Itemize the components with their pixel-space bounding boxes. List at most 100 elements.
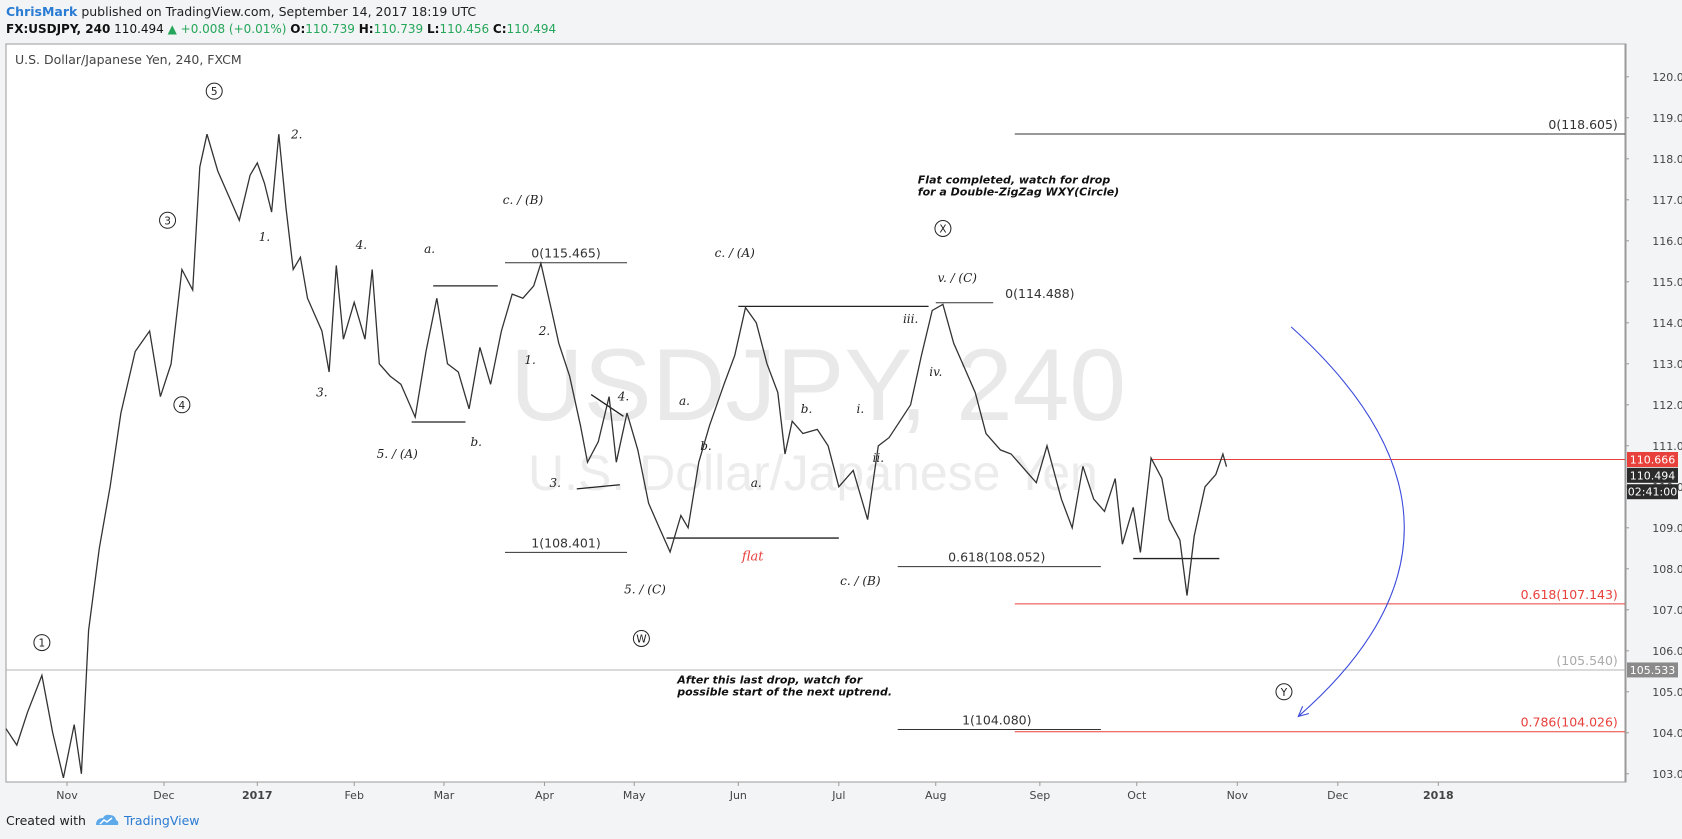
- quote-line: FX:USDJPY, 240 110.494 ▲ +0.008 (+0.01%)…: [6, 22, 556, 36]
- x-tick-label: 2018: [1423, 789, 1454, 802]
- tradingview-link[interactable]: TradingView: [123, 812, 200, 828]
- x-tick-label: Sep: [1029, 789, 1050, 802]
- wave-label: a.: [424, 242, 435, 256]
- wave-circle-label: 3: [164, 215, 171, 227]
- x-tick-label: Apr: [535, 789, 555, 802]
- y-tick-label: 106.000: [1652, 645, 1682, 658]
- price-badge-text: 105.533: [1630, 664, 1676, 677]
- close-label: C:: [492, 22, 507, 36]
- tradingview-logo-icon[interactable]: [94, 812, 120, 828]
- wave-label: c. / (B): [840, 574, 881, 588]
- y-tick-label: 116.000: [1652, 235, 1682, 248]
- wave-label: v. / (C): [938, 271, 978, 285]
- wave-circle-marker: [632, 630, 650, 647]
- wave-3-line: [576, 484, 620, 490]
- x-tick-label: Feb: [344, 789, 363, 802]
- wave-label: 4.: [355, 238, 367, 252]
- wave-label: b.: [700, 439, 712, 453]
- author-link[interactable]: ChrisMark: [6, 4, 78, 19]
- note-text: Flat completed, watch for drop: [918, 173, 1111, 186]
- y-tick-label: 120.000: [1652, 71, 1682, 84]
- symbol-label[interactable]: FX:USDJPY, 240: [6, 22, 111, 36]
- chart-title: U.S. Dollar/Japanese Yen, 240, FXCM: [15, 52, 242, 67]
- y-tick-label: 109.000: [1652, 522, 1682, 535]
- wave-label: a.: [751, 476, 762, 490]
- wave-label: 1.: [524, 353, 535, 367]
- x-tick-label: Mar: [434, 789, 455, 802]
- x-tick-label: Dec: [153, 789, 174, 802]
- annotation-layer: 2. 1. 4. 3. a. b. 5. / (A) c. / (B) 2. 1. 4. 3. 5. /…: [33, 82, 1293, 701]
- low-label: L:: [427, 22, 440, 36]
- wave-circle-label: 4: [179, 400, 186, 412]
- wave-circle-marker: [1275, 683, 1293, 701]
- wave-label: 1.: [259, 230, 270, 244]
- horizontal-lines-layer: 0(118.605) 0.618(107.143) 0.786(104.026) (1…: [6, 117, 1625, 733]
- y-tick-label: 107.000: [1652, 604, 1682, 617]
- y-tick-label: 119.000: [1652, 112, 1682, 125]
- wave-label: 5. / (C): [624, 582, 666, 596]
- wave-label: c. / (B): [503, 193, 544, 207]
- price-series-line: [5, 134, 1228, 779]
- watermark-symbol: USDJPY, 240: [510, 328, 1126, 442]
- x-tick-label: Jun: [729, 789, 747, 802]
- fib-1-104080-line-label: 1(104.080): [962, 713, 1031, 728]
- wave-label: 5. / (A): [377, 447, 418, 461]
- publish-date: published on TradingView.com, September …: [81, 4, 477, 19]
- footer: Created with TradingView: [6, 812, 200, 828]
- fib-0786-104026-line-label: 0.786(104.026): [1521, 715, 1618, 730]
- wave-label: 2.: [290, 127, 302, 141]
- wave-circle-label: X: [939, 224, 946, 236]
- open-label: O:: [290, 22, 306, 36]
- wave-circle-label: W: [636, 634, 647, 646]
- price-axis[interactable]: 103.000 104.000 105.000 106.000 107.000 108.0…: [1625, 71, 1682, 781]
- price-badge: [1627, 451, 1678, 467]
- x-tick-label: May: [623, 789, 646, 802]
- wave-label: 2.: [538, 324, 550, 338]
- note-text: After this last drop, watch for: [676, 674, 862, 687]
- wave-label: 3.: [316, 386, 327, 400]
- wave-circle-marker: [934, 220, 952, 237]
- wave-label: a.: [679, 394, 690, 408]
- wave-label: iv.: [929, 365, 942, 379]
- y-tick-label: 105.000: [1652, 686, 1682, 699]
- fib-0618-107143-line-label: 0.618(107.143): [1521, 587, 1618, 602]
- open-value: 110.739: [305, 22, 355, 36]
- x-tick-label: Aug: [925, 789, 946, 802]
- wave-label: iii.: [903, 312, 918, 326]
- y-tick-label: 117.000: [1652, 194, 1682, 207]
- price-badge-text: 02:41:00: [1628, 486, 1677, 499]
- y-tick-label: 111.000: [1652, 440, 1682, 453]
- x-tick-label: Nov: [56, 789, 78, 802]
- fib-0-114488-line-label: 0(114.488): [1005, 286, 1074, 301]
- time-axis[interactable]: Nov Dec 2017 Feb Mar Apr May Jun Jul Aug Sep Oct Nov…: [56, 782, 1454, 802]
- x-tick-label: Jul: [831, 789, 845, 802]
- fib-0-118605-line-label: 0(118.605): [1548, 117, 1617, 132]
- fib-1-108401-line-label: 1(108.401): [531, 535, 600, 550]
- wave-label: ii.: [873, 451, 885, 465]
- x-tick-label: Dec: [1327, 789, 1348, 802]
- level-105533-line-label: (105.540): [1556, 653, 1617, 668]
- wave-circle-marker: [159, 211, 177, 229]
- y-tick-label: 118.000: [1652, 153, 1682, 166]
- note-text: for a Double-ZigZag WXY(Circle): [918, 185, 1119, 198]
- fib-0618-108052-line-label: 0.618(108.052): [948, 550, 1045, 565]
- x-tick-label: Nov: [1227, 789, 1249, 802]
- wave-circle-marker: [33, 634, 51, 652]
- wave-label: b.: [801, 402, 813, 416]
- wave-circle-label: Y: [1280, 687, 1288, 699]
- watermark-name: U.S. Dollar/Japanese Yen: [528, 445, 1098, 501]
- wave-circle-label: 1: [39, 638, 46, 650]
- wave-label: 4.: [617, 390, 629, 404]
- price-badge-text: 110.666: [1630, 453, 1676, 466]
- price-badges: 110.666 110.494 02:41:00 105.533: [1627, 451, 1678, 678]
- fib-0-115465-line-label: 0(115.465): [531, 246, 600, 261]
- publish-info: ChrisMark published on TradingView.com, …: [6, 4, 476, 19]
- wave-circle-marker: [173, 396, 191, 414]
- wave-label: i.: [857, 402, 865, 416]
- wave-circle-marker: [205, 82, 223, 100]
- price-badge: [1627, 662, 1678, 678]
- price-badge: [1627, 484, 1678, 500]
- wave-circle-label: 5: [211, 86, 218, 98]
- last-price: 110.494: [114, 22, 164, 36]
